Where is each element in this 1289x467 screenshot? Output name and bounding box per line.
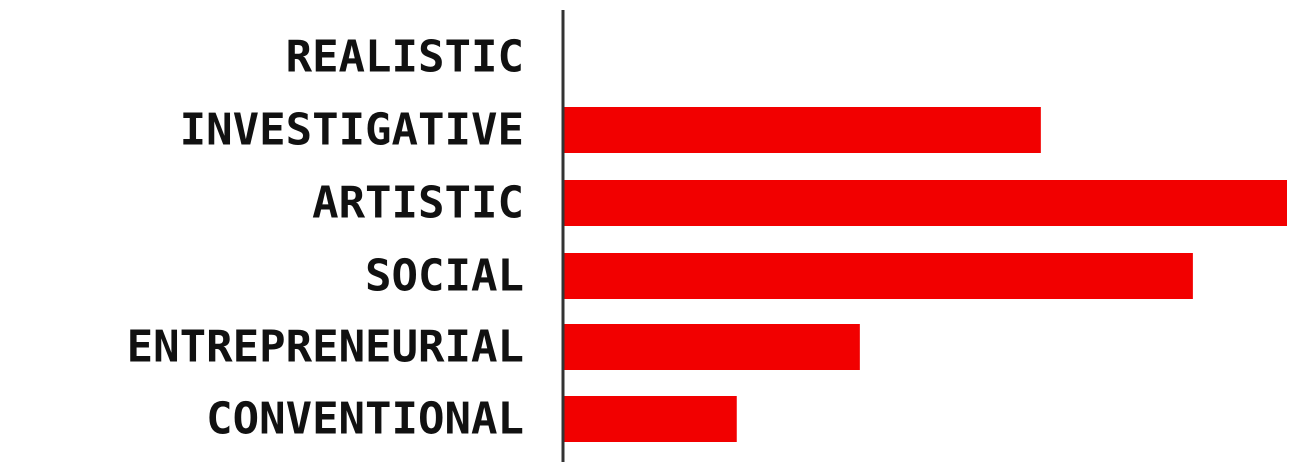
bar-group <box>563 107 1287 442</box>
category-label-realistic: REALISTIC <box>286 32 524 83</box>
bar-artistic <box>563 180 1287 226</box>
category-label-investigative: INVESTIGATIVE <box>180 105 524 156</box>
category-label-conventional: CONVENTIONAL <box>206 394 524 445</box>
bar-investigative <box>563 107 1041 153</box>
category-label-social: SOCIAL <box>365 251 524 302</box>
category-label-group: REALISTIC INVESTIGATIVE ARTISTIC SOCIAL ENTR… <box>127 32 524 445</box>
bar-social <box>563 253 1193 299</box>
category-label-artistic: ARTISTIC <box>312 178 524 229</box>
category-label-entrepreneurial: ENTREPRENEURIAL <box>127 322 524 373</box>
bar-conventional <box>563 396 737 442</box>
bar-entrepreneurial <box>563 324 860 370</box>
